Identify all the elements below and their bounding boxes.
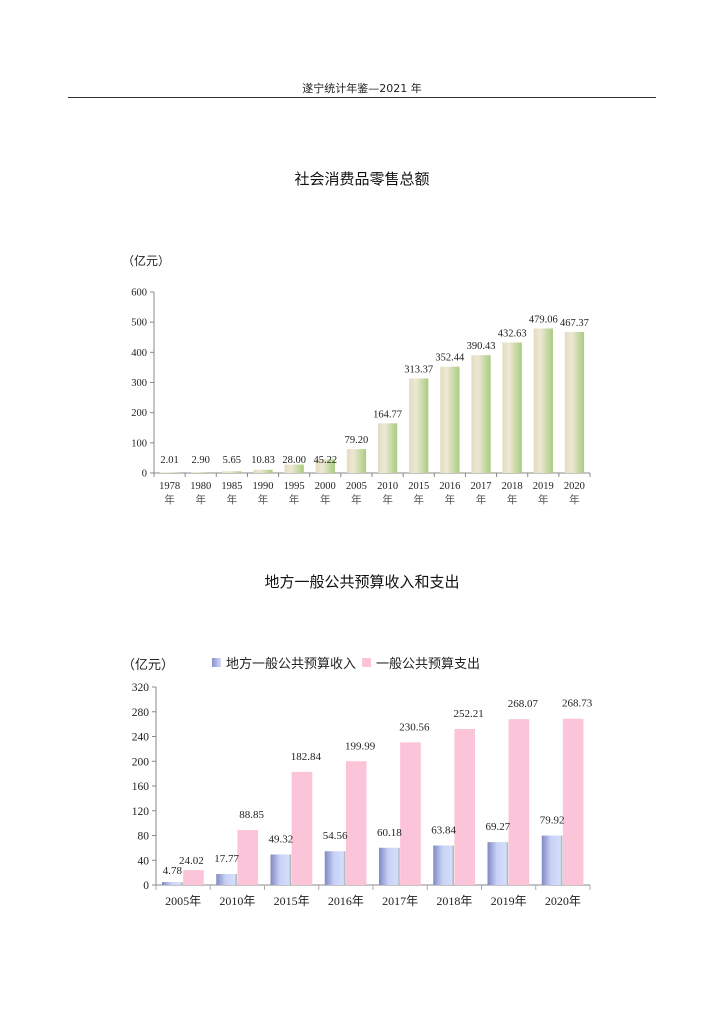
x-tick-label: 1980	[190, 481, 211, 492]
svg-text:200: 200	[131, 408, 147, 419]
chart1-unit-label: （亿元）	[122, 254, 171, 268]
x-tick-label: 2010	[377, 481, 398, 492]
svg-text:400: 400	[131, 348, 147, 359]
x-tick-label: 2000	[315, 481, 336, 492]
x-tick-label-unit: 年	[445, 493, 456, 506]
bar	[533, 328, 553, 473]
x-tick-label: 1990	[253, 481, 274, 492]
x-tick-label-unit: 年	[195, 493, 206, 506]
page-header-title: 遂宁统计年鉴—2021 年	[302, 82, 422, 95]
bar	[502, 342, 522, 473]
x-tick-label-unit: 年	[351, 493, 362, 506]
legend-label-expenditure: 一般公共预算支出	[376, 656, 481, 671]
x-tick-label-unit: 年	[476, 493, 487, 506]
bar	[284, 464, 304, 473]
chart2-unit-label: （亿元）	[122, 657, 175, 672]
x-tick-label: 2005	[346, 481, 367, 492]
svg-text:100: 100	[131, 438, 147, 449]
chart2-title: 地方一般公共预算收入和支出	[264, 573, 460, 591]
bar	[471, 355, 491, 473]
svg-text:0: 0	[142, 469, 147, 480]
svg-text:300: 300	[131, 378, 147, 389]
bar-value-label: 79.20	[345, 435, 369, 446]
x-tick-label: 2019	[533, 481, 554, 492]
x-tick-label: 2018	[502, 481, 523, 492]
bar-value-label: 28.00	[282, 455, 306, 466]
x-tick-label-unit: 年	[289, 493, 300, 506]
legend-item-revenue: 地方一般公共预算收入	[212, 653, 356, 672]
bar-value-label: 352.44	[435, 353, 465, 364]
bar	[253, 469, 273, 473]
x-tick-label: 1995	[284, 481, 305, 492]
bar-value-label: 2.01	[160, 455, 178, 466]
x-tick-label: 2020	[564, 481, 585, 492]
bar-value-label: 432.63	[498, 328, 527, 339]
legend-label-revenue: 地方一般公共预算收入	[226, 656, 357, 671]
x-tick-label: 1978	[159, 481, 180, 492]
bar-value-label: 10.83	[251, 455, 275, 466]
bar-value-label: 467.37	[560, 318, 589, 329]
header-divider	[68, 97, 656, 98]
x-tick-label-unit: 年	[382, 493, 393, 506]
revenue-swatch-icon	[212, 658, 221, 667]
expenditure-swatch-icon	[362, 658, 372, 667]
bar-value-label: 313.37	[404, 364, 433, 375]
x-tick-label-unit: 年	[538, 493, 549, 506]
bar	[159, 472, 180, 473]
svg-text:500: 500	[131, 318, 147, 329]
x-tick-label-unit: 年	[413, 493, 424, 506]
bar-value-label: 5.65	[223, 455, 241, 466]
x-tick-label-unit: 年	[507, 493, 518, 506]
x-tick-label-unit: 年	[320, 493, 331, 506]
x-tick-label: 1985	[221, 481, 242, 492]
x-tick-label-unit: 年	[569, 493, 580, 506]
x-tick-label: 2017	[471, 481, 492, 492]
bar	[315, 459, 335, 473]
bar-value-label: 390.43	[467, 341, 496, 352]
bar	[377, 423, 398, 473]
x-tick-label-unit: 年	[227, 493, 238, 506]
bar	[222, 471, 242, 473]
bar	[191, 472, 211, 473]
bar	[440, 366, 460, 473]
chart1-bars: 2.011978年2.901980年5.651985年10.831990年28.…	[159, 314, 589, 506]
x-tick-label-unit: 年	[164, 493, 175, 506]
bar-value-label: 479.06	[529, 314, 558, 325]
bar-value-label: 2.90	[192, 455, 210, 466]
bar	[346, 449, 367, 473]
svg-text:600: 600	[131, 288, 147, 299]
bar-value-label: 45.22	[313, 455, 337, 466]
chart1-title: 社会消费品零售总额	[294, 170, 430, 188]
x-tick-label: 2016	[439, 481, 460, 492]
x-tick-label-unit: 年	[258, 493, 269, 506]
x-tick-label: 2015	[408, 481, 429, 492]
bar	[564, 332, 585, 473]
bar	[409, 378, 429, 473]
bar-value-label: 164.77	[373, 409, 402, 420]
chart2-legend: 地方一般公共预算收入 一般公共预算支出	[212, 653, 486, 672]
legend-item-expenditure: 一般公共预算支出	[362, 653, 480, 672]
